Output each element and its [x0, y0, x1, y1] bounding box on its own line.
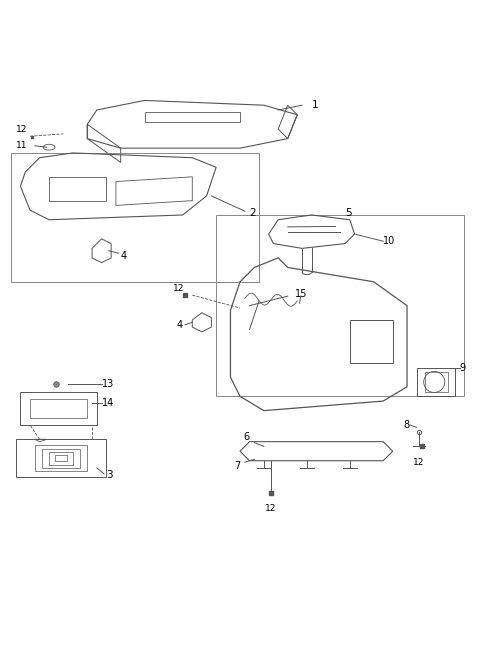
Text: 4: 4 [120, 250, 127, 260]
Text: 12: 12 [173, 285, 185, 293]
Text: 9: 9 [459, 362, 466, 373]
Text: 6: 6 [243, 432, 250, 442]
Text: 8: 8 [403, 420, 409, 430]
Text: 12: 12 [16, 125, 27, 134]
Text: 7: 7 [234, 461, 240, 471]
Text: 3: 3 [107, 470, 113, 480]
Text: 14: 14 [102, 399, 114, 409]
Text: 10: 10 [383, 236, 396, 246]
Text: 1: 1 [312, 100, 318, 110]
Text: 12: 12 [265, 503, 276, 513]
Text: 5: 5 [345, 208, 352, 217]
Text: 13: 13 [102, 380, 114, 389]
Text: 2: 2 [250, 208, 256, 217]
Text: 11: 11 [16, 141, 27, 150]
Text: 4: 4 [177, 320, 183, 330]
Text: 12: 12 [413, 459, 425, 467]
Text: 15: 15 [295, 289, 307, 299]
